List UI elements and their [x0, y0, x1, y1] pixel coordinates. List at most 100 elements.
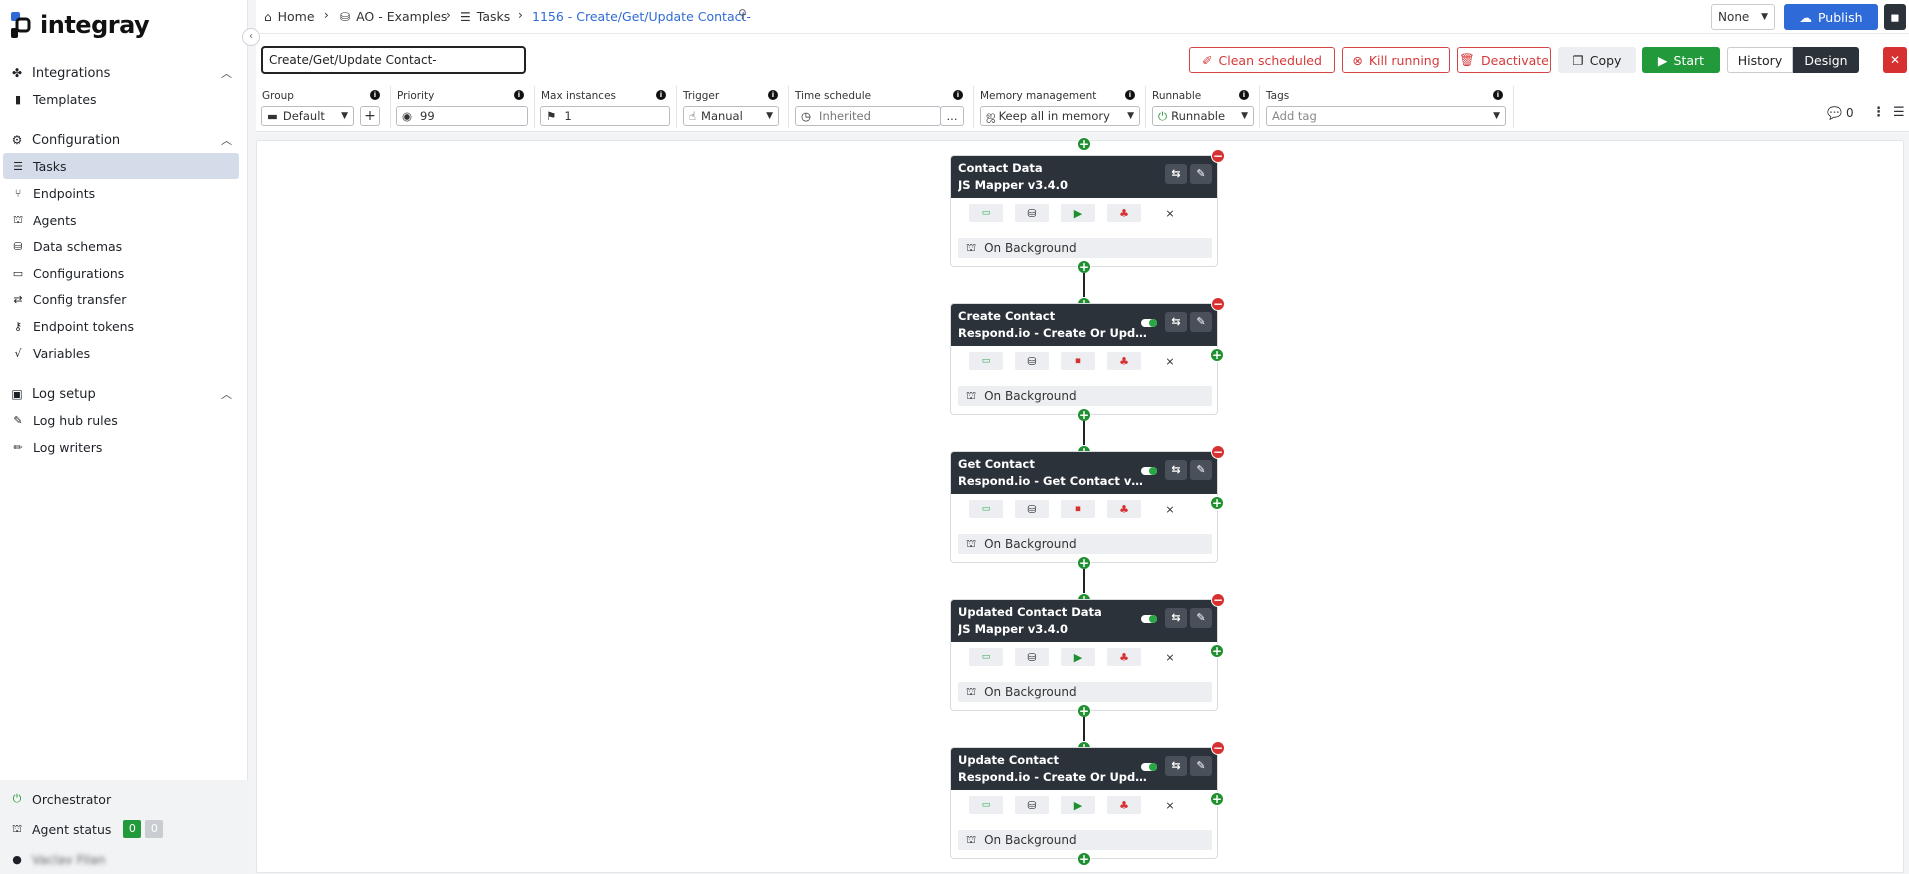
edit-pencil-icon[interactable]: ✎: [1190, 756, 1212, 776]
design-tab[interactable]: Design: [1793, 47, 1859, 73]
play-icon[interactable]: ▶: [1061, 648, 1095, 666]
add-branch-plus-icon[interactable]: +: [1210, 496, 1224, 510]
add-branch-plus-icon[interactable]: +: [1210, 644, 1224, 658]
database-icon[interactable]: ⛁: [1015, 204, 1049, 222]
workflow-node[interactable]: Update Contact Respond.io - Create Or Upd…: [950, 747, 1218, 859]
workflow-node[interactable]: Contact Data JS Mapper v3.4.0 ⇆ ✎ ▭ ⛁ ▶ ♣ ⨯ ⛫ On B…: [950, 155, 1218, 267]
agent-status[interactable]: ⛫ Agent status 0 0: [10, 818, 164, 840]
node-header[interactable]: Contact Data JS Mapper v3.4.0 ⇆ ✎: [951, 156, 1217, 198]
node-enabled-toggle[interactable]: [1141, 467, 1157, 475]
edit-pencil-icon[interactable]: ✎: [1190, 164, 1212, 184]
hierarchy-icon[interactable]: ♣: [1107, 796, 1141, 814]
remove-node-minus-icon[interactable]: −: [1211, 445, 1225, 459]
publish-button[interactable]: ☁ Publish: [1784, 4, 1878, 30]
environment-select[interactable]: None ▼: [1711, 4, 1775, 30]
deactivate-button[interactable]: 🗑 Deactivate: [1457, 47, 1551, 73]
chat-button[interactable]: ◼: [1884, 4, 1906, 30]
filter-off-icon[interactable]: ⨯: [1165, 354, 1175, 368]
stop-icon[interactable]: ⏹: [1061, 500, 1095, 518]
nav-section-integrations[interactable]: ✤ Integrations ︿: [10, 62, 238, 84]
sidebar-item-config-transfer[interactable]: ⇄ Config transfer: [3, 286, 239, 312]
max-instances-input[interactable]: ⚑ 1: [540, 106, 670, 126]
workflow-node[interactable]: Create Contact Respond.io - Create Or Upd…: [950, 303, 1218, 415]
add-branch-plus-icon[interactable]: +: [1210, 348, 1224, 362]
close-button[interactable]: ✕: [1883, 47, 1907, 73]
runnable-select[interactable]: ⏻ Runnable ▼: [1152, 106, 1254, 126]
info-icon[interactable]: i: [370, 90, 380, 100]
logo[interactable]: integray: [10, 10, 150, 40]
filter-off-icon[interactable]: ⨯: [1165, 206, 1175, 220]
battery-icon[interactable]: ▭: [969, 648, 1003, 666]
trigger-select[interactable]: ☝ Manual ▼: [683, 106, 779, 126]
node-header[interactable]: Get Contact Respond.io - Get Contact v3.0…: [951, 452, 1217, 494]
add-before-plus-icon[interactable]: +: [1077, 137, 1091, 151]
edit-pencil-icon[interactable]: ✎: [1190, 608, 1212, 628]
add-after-plus-icon[interactable]: +: [1077, 408, 1091, 422]
time-schedule-input[interactable]: ◷ Inherited: [795, 106, 941, 126]
info-icon[interactable]: i: [514, 90, 524, 100]
info-icon[interactable]: i: [1239, 90, 1249, 100]
play-icon[interactable]: ▶: [1061, 204, 1095, 222]
menu-icon[interactable]: ☰: [1893, 105, 1905, 120]
node-header[interactable]: Create Contact Respond.io - Create Or Upd…: [951, 304, 1217, 346]
node-enabled-toggle[interactable]: [1141, 319, 1157, 327]
edit-pencil-icon[interactable]: ✎: [1190, 460, 1212, 480]
play-icon[interactable]: ▶: [1061, 796, 1095, 814]
workflow-node[interactable]: Get Contact Respond.io - Get Contact v3.0…: [950, 451, 1218, 563]
more-vertical-icon[interactable]: ⋮: [1872, 105, 1885, 120]
stop-icon[interactable]: ⏹: [1061, 352, 1095, 370]
node-background-bar[interactable]: ⛫ On Background: [958, 386, 1212, 406]
orchestrator-status[interactable]: ⏻ Orchestrator: [10, 788, 111, 810]
collapse-sidebar-button[interactable]: ‹: [242, 28, 260, 46]
swap-icon[interactable]: ⇆: [1165, 756, 1187, 776]
swap-icon[interactable]: ⇆: [1165, 608, 1187, 628]
hierarchy-icon[interactable]: ♣: [1107, 352, 1141, 370]
swap-icon[interactable]: ⇆: [1165, 460, 1187, 480]
node-background-bar[interactable]: ⛫ On Background: [958, 238, 1212, 258]
priority-input[interactable]: ◉ 99: [396, 106, 528, 126]
copy-button[interactable]: ❐ Copy: [1558, 47, 1636, 73]
add-group-button[interactable]: +: [360, 106, 380, 126]
battery-icon[interactable]: ▭: [969, 500, 1003, 518]
filter-off-icon[interactable]: ⨯: [1165, 650, 1175, 664]
kill-running-button[interactable]: ⊗ Kill running: [1342, 47, 1450, 73]
workflow-canvas[interactable]: + Contact Data JS Mapper v3.4.0 ⇆ ✎ ▭ ⛁ ▶ ♣ ⨯ ⛫ On…: [256, 137, 1904, 873]
add-after-plus-icon[interactable]: +: [1077, 556, 1091, 570]
info-icon[interactable]: i: [768, 90, 778, 100]
node-background-bar[interactable]: ⛫ On Background: [958, 682, 1212, 702]
user-profile[interactable]: ● Vaclav Filan: [10, 848, 105, 870]
breadcrumb-tasks[interactable]: ☰ Tasks: [460, 9, 510, 24]
battery-icon[interactable]: ▭: [969, 796, 1003, 814]
info-icon[interactable]: i: [1493, 90, 1503, 100]
history-tab[interactable]: History: [1727, 47, 1793, 73]
filter-off-icon[interactable]: ⨯: [1165, 798, 1175, 812]
sidebar-item-log-writers[interactable]: ✏ Log writers: [3, 434, 239, 460]
remove-node-minus-icon[interactable]: −: [1211, 741, 1225, 755]
task-name-input[interactable]: [261, 46, 526, 74]
node-enabled-toggle[interactable]: [1141, 615, 1157, 623]
clean-scheduled-button[interactable]: ✐ Clean scheduled: [1189, 47, 1335, 73]
nav-section-configuration[interactable]: ⚙ Configuration ︿: [10, 129, 238, 151]
hierarchy-icon[interactable]: ♣: [1107, 500, 1141, 518]
database-icon[interactable]: ⛁: [1015, 352, 1049, 370]
sidebar-item-data-schemas[interactable]: ⛁ Data schemas: [3, 233, 239, 259]
swap-icon[interactable]: ⇆: [1165, 164, 1187, 184]
sidebar-item-log-hub-rules[interactable]: ✎ Log hub rules: [3, 407, 239, 433]
node-enabled-toggle[interactable]: [1141, 763, 1157, 771]
node-background-bar[interactable]: ⛫ On Background: [958, 534, 1212, 554]
battery-icon[interactable]: ▭: [969, 352, 1003, 370]
nav-section-log-setup[interactable]: ▣ Log setup ︿: [10, 383, 238, 405]
hierarchy-icon[interactable]: ♣: [1107, 648, 1141, 666]
sidebar-item-endpoints[interactable]: ⑂ Endpoints: [3, 180, 239, 206]
pin-icon[interactable]: ⚲: [738, 7, 747, 21]
edit-pencil-icon[interactable]: ✎: [1190, 312, 1212, 332]
comments-button[interactable]: 💬 0: [1827, 106, 1854, 120]
remove-node-minus-icon[interactable]: −: [1211, 149, 1225, 163]
add-after-plus-icon[interactable]: +: [1077, 704, 1091, 718]
workflow-node[interactable]: Updated Contact Data JS Mapper v3.4.0 ⇆ ✎ ▭ ⛁…: [950, 599, 1218, 711]
sidebar-item-variables[interactable]: √ Variables: [3, 340, 239, 366]
database-icon[interactable]: ⛁: [1015, 648, 1049, 666]
info-icon[interactable]: i: [953, 90, 963, 100]
database-icon[interactable]: ⛁: [1015, 796, 1049, 814]
database-icon[interactable]: ⛁: [1015, 500, 1049, 518]
